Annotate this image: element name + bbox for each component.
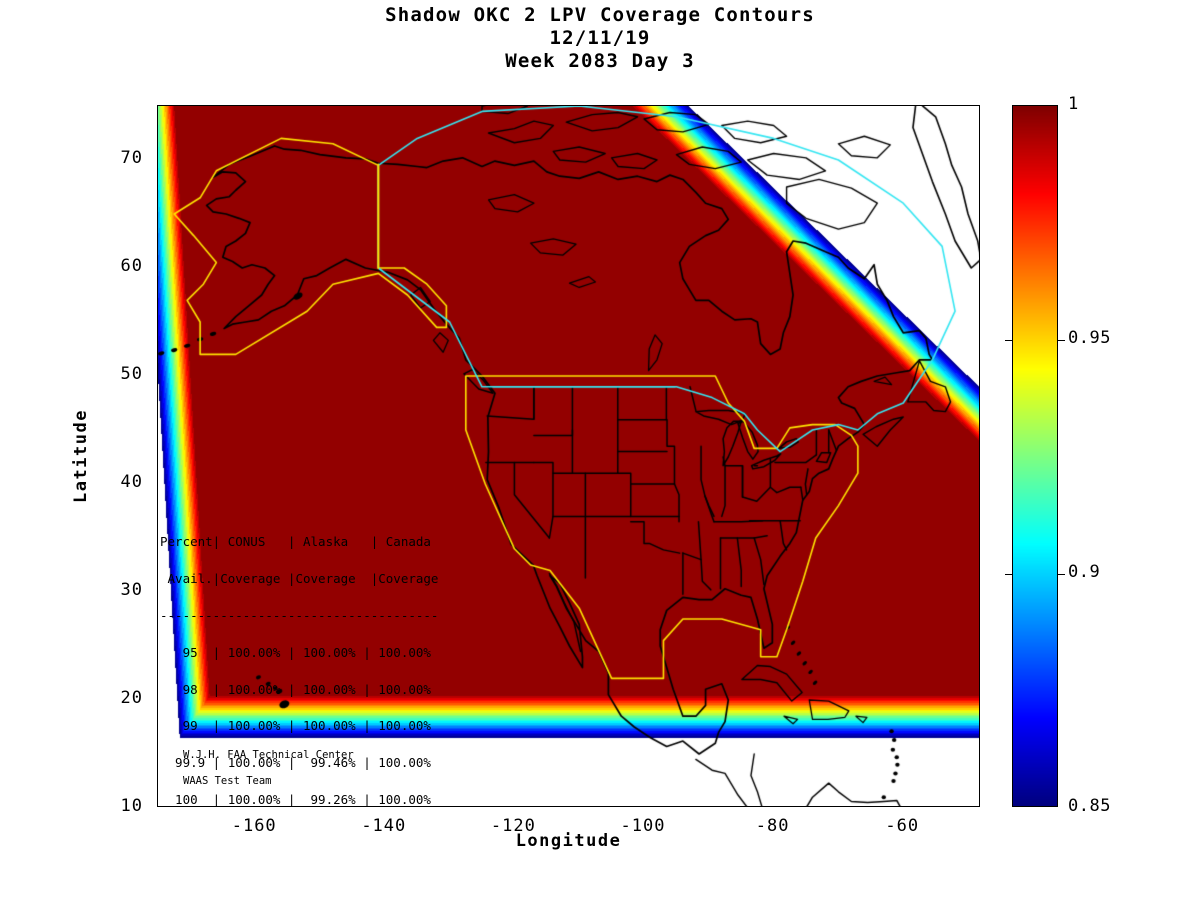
title-line-1: Shadow OKC 2 LPV Coverage Contours: [385, 4, 815, 26]
y-tick-right: [979, 592, 980, 593]
colorbar: [1005, 105, 1065, 807]
y-tick: [157, 700, 158, 701]
y-tick-right: [979, 268, 980, 269]
map-plot-area: [157, 105, 980, 807]
y-tick-label: 60: [120, 256, 143, 276]
table-row: 98 | 100.00% | 100.00% | 100.00%: [160, 681, 431, 697]
x-tick: [774, 806, 775, 807]
y-tick-right: [979, 484, 980, 485]
coverage-statistics-table: Percent| CONUS | Alaska | Canada Avail.|…: [160, 515, 438, 846]
colorbar-gradient: [1013, 106, 1057, 806]
y-tick: [157, 376, 158, 377]
colorbar-tick-right: [1057, 574, 1065, 575]
credit-line-1: W.J.H. FAA Technical Center: [183, 749, 354, 761]
y-tick-label: 50: [120, 364, 143, 384]
x-tick-top: [385, 105, 386, 106]
x-axis-title: Longitude: [515, 831, 622, 851]
colorbar-tick-label: 0.85: [1068, 796, 1111, 816]
lpv-coverage-contour-map: [158, 106, 979, 806]
y-tick-right: [979, 376, 980, 377]
table-row: 99 | 100.00% | 100.00% | 100.00%: [160, 718, 431, 734]
table-row: 99.9 | 100.00% | 99.46% | 100.00%: [160, 755, 431, 771]
y-tick-label: 20: [120, 688, 143, 708]
y-tick-label: 70: [120, 148, 143, 168]
x-tick-label: -140: [361, 816, 407, 836]
y-tick-right: [979, 160, 980, 161]
x-tick-label: -120: [490, 816, 536, 836]
chart-title: Shadow OKC 2 LPV Coverage Contours 12/11…: [0, 4, 1200, 73]
y-tick: [157, 268, 158, 269]
credit-line-2: WAAS Test Team: [183, 775, 272, 787]
credit-block: W.J.H. FAA Technical Center WAAS Test Te…: [183, 736, 354, 814]
y-tick-label: 30: [120, 580, 143, 600]
x-tick-top: [774, 105, 775, 106]
title-line-2: 12/11/19: [549, 27, 651, 49]
colorbar-tick-label: 1: [1068, 94, 1079, 114]
x-tick: [903, 806, 904, 807]
x-tick-label: -80: [755, 816, 790, 836]
x-tick-label: -60: [885, 816, 920, 836]
title-line-3: Week 2083 Day 3: [505, 50, 695, 72]
x-tick-label: -100: [620, 816, 666, 836]
x-tick-top: [514, 105, 515, 106]
y-tick-right: [979, 700, 980, 701]
table-rule: -------------------------------------: [160, 608, 439, 624]
table-header-row-2: Avail.|Coverage |Coverage |Coverage: [160, 571, 439, 587]
colorbar-tick-label: 0.95: [1068, 328, 1111, 348]
table-row: 100 | 100.00% | 99.26% | 100.00%: [160, 792, 431, 808]
y-tick: [157, 160, 158, 161]
x-tick-top: [903, 105, 904, 106]
y-tick: [157, 484, 158, 485]
x-tick: [514, 806, 515, 807]
x-tick: [644, 806, 645, 807]
x-tick-top: [644, 105, 645, 106]
table-row: 95 | 100.00% | 100.00% | 100.00%: [160, 644, 431, 660]
colorbar-tick-right: [1057, 340, 1065, 341]
y-tick: [157, 592, 158, 593]
x-tick-label: -160: [231, 816, 277, 836]
y-tick-label: 40: [120, 472, 143, 492]
colorbar-tick-label: 0.9: [1068, 562, 1101, 582]
x-tick-top: [255, 105, 256, 106]
colorbar-tick: [1005, 574, 1013, 575]
table-header-row-1: Percent| CONUS | Alaska | Canada: [160, 534, 431, 550]
colorbar-tick: [1005, 340, 1013, 341]
y-tick-label: 10: [120, 796, 143, 816]
